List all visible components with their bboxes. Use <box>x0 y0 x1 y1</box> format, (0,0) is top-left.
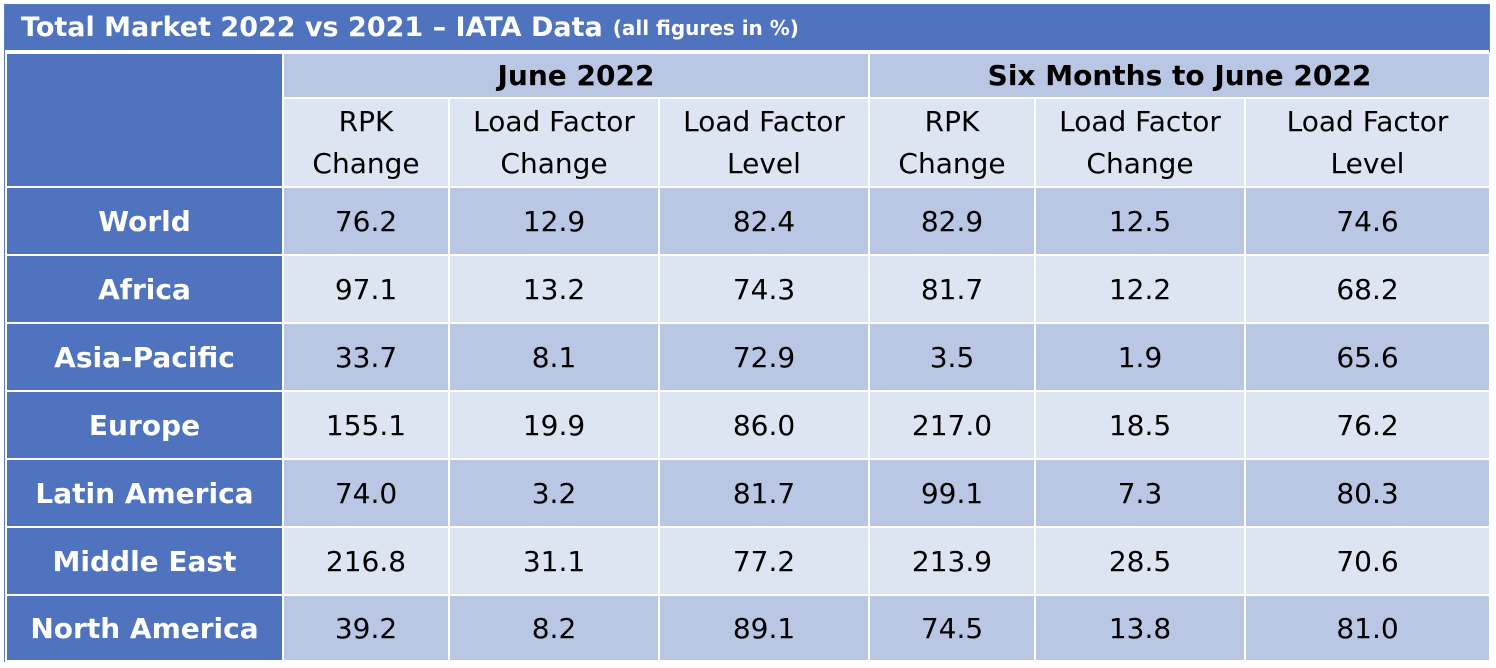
data-cell: 12.9 <box>448 186 660 256</box>
data-cell: 28.5 <box>1034 526 1246 596</box>
data-cell: 155.1 <box>282 390 450 460</box>
data-cell: 74.3 <box>658 254 870 324</box>
region-label: World <box>5 186 284 256</box>
iata-data-table: June 2022 Six Months to June 2022 RPK Cha… <box>5 52 1492 662</box>
table-row: Africa 97.1 13.2 74.3 81.7 12.2 68.2 <box>5 254 1492 324</box>
data-cell: 8.2 <box>448 594 660 662</box>
table-row: Asia-Pacific 33.7 8.1 72.9 3.5 1.9 65.6 <box>5 322 1492 392</box>
region-label: Middle East <box>5 526 284 596</box>
data-cell: 82.4 <box>658 186 870 256</box>
data-cell: 12.5 <box>1034 186 1246 256</box>
data-cell: 8.1 <box>448 322 660 392</box>
data-cell: 86.0 <box>658 390 870 460</box>
group-header-six-months: Six Months to June 2022 <box>867 52 1492 99</box>
region-label: Asia-Pacific <box>5 322 284 392</box>
data-cell: 80.3 <box>1243 458 1492 528</box>
data-cell: 81.7 <box>658 458 870 528</box>
data-cell: 7.3 <box>1034 458 1246 528</box>
data-cell: 72.9 <box>658 322 870 392</box>
data-cell: 70.6 <box>1243 526 1492 596</box>
data-cell: 77.2 <box>658 526 870 596</box>
column-header: Load Factor Change <box>448 97 660 188</box>
data-cell: 81.0 <box>1243 594 1492 662</box>
table-row: Europe 155.1 19.9 86.0 217.0 18.5 76.2 <box>5 390 1492 460</box>
column-header: Load Factor Level <box>1243 97 1492 188</box>
data-cell: 213.9 <box>868 526 1036 596</box>
data-cell: 12.2 <box>1034 254 1246 324</box>
region-label: Latin America <box>5 458 284 528</box>
column-header: Load Factor Change <box>1034 97 1246 188</box>
data-cell: 65.6 <box>1243 322 1492 392</box>
data-cell: 99.1 <box>868 458 1036 528</box>
iata-data-table-frame: Total Market 2022 vs 2021 – IATA Data (a… <box>4 4 1492 662</box>
data-cell: 76.2 <box>1243 390 1492 460</box>
corner-cell <box>5 52 284 188</box>
data-cell: 19.9 <box>448 390 660 460</box>
group-header-june-2022: June 2022 <box>282 52 870 99</box>
column-header: Load Factor Level <box>658 97 870 188</box>
data-cell: 13.8 <box>1034 594 1246 662</box>
data-cell: 217.0 <box>868 390 1036 460</box>
table-subtitle: (all figures in %) <box>612 15 799 40</box>
data-cell: 31.1 <box>448 526 660 596</box>
data-cell: 82.9 <box>868 186 1036 256</box>
data-cell: 74.5 <box>868 594 1036 662</box>
data-cell: 13.2 <box>448 254 660 324</box>
data-cell: 33.7 <box>282 322 450 392</box>
table-row: Middle East 216.8 31.1 77.2 213.9 28.5 7… <box>5 526 1492 596</box>
data-cell: 68.2 <box>1243 254 1492 324</box>
region-label: Europe <box>5 390 284 460</box>
table-title: Total Market 2022 vs 2021 – IATA Data <box>21 12 603 43</box>
data-cell: 97.1 <box>282 254 450 324</box>
data-cell: 18.5 <box>1034 390 1246 460</box>
data-cell: 3.5 <box>868 322 1036 392</box>
column-header-row: RPK Change Load Factor Change Load Factor L… <box>6 97 1492 188</box>
data-cell: 1.9 <box>1034 322 1246 392</box>
data-cell: 74.0 <box>282 458 450 528</box>
group-header-row: June 2022 Six Months to June 2022 <box>5 52 1492 188</box>
column-header: RPK Change <box>868 97 1036 188</box>
region-label: Africa <box>5 254 284 324</box>
region-label: North America <box>5 594 284 662</box>
column-header: RPK Change <box>282 97 450 188</box>
data-cell: 39.2 <box>282 594 450 662</box>
data-cell: 74.6 <box>1243 186 1492 256</box>
data-cell: 89.1 <box>658 594 870 662</box>
table-row: North America 39.2 8.2 89.1 74.5 13.8 81… <box>5 594 1492 662</box>
data-cell: 3.2 <box>448 458 660 528</box>
data-cell: 81.7 <box>868 254 1036 324</box>
data-cell: 216.8 <box>282 526 450 596</box>
data-cell: 76.2 <box>282 186 450 256</box>
table-title-bar: Total Market 2022 vs 2021 – IATA Data (a… <box>5 5 1489 50</box>
table-row: Latin America 74.0 3.2 81.7 99.1 7.3 80.… <box>5 458 1492 528</box>
table-row: World 76.2 12.9 82.4 82.9 12.5 74.6 <box>5 186 1492 256</box>
